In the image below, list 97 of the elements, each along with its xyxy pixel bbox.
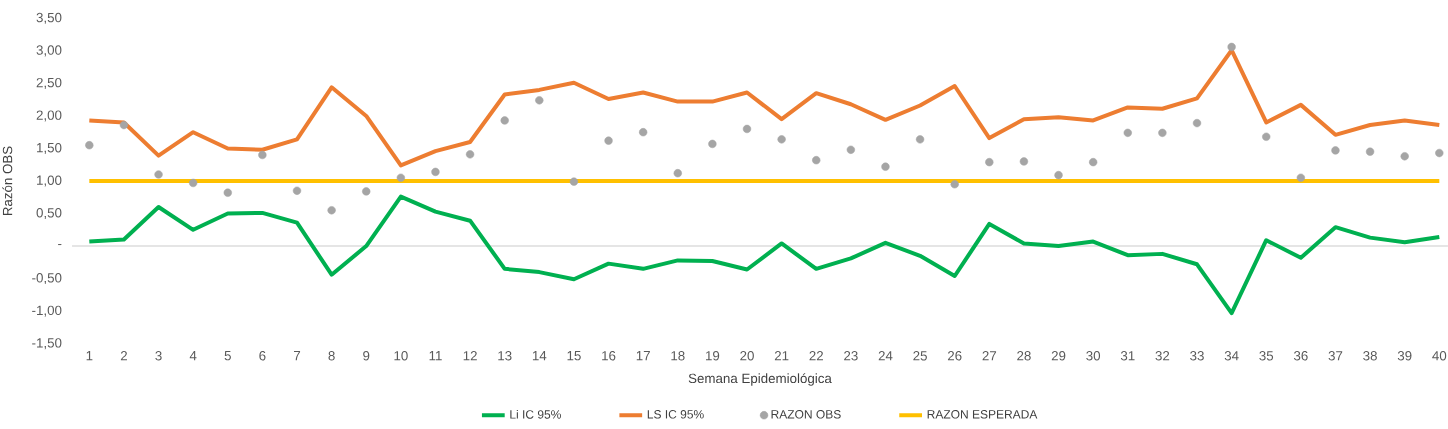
y-tick-label: 3,00 bbox=[36, 45, 62, 57]
x-tick-label: 32 bbox=[1155, 351, 1170, 361]
legend-label: LS IC 95% bbox=[647, 410, 704, 419]
x-tick-label: 23 bbox=[844, 351, 858, 361]
y-tick-label: -1,00 bbox=[32, 305, 62, 317]
x-tick-label: 18 bbox=[671, 351, 685, 361]
x-tick-label: 15 bbox=[567, 351, 581, 361]
point bbox=[1296, 173, 1305, 182]
point bbox=[189, 178, 198, 188]
y-axis-title: Razón OBS bbox=[2, 146, 13, 216]
line-series bbox=[87, 194, 1442, 316]
point bbox=[1331, 146, 1340, 155]
y-tick-label: 2,00 bbox=[36, 110, 62, 122]
y-tick-label: 3,50 bbox=[36, 12, 62, 24]
x-tick-label: 30 bbox=[1086, 351, 1101, 361]
x-tick-label: 3 bbox=[155, 351, 162, 361]
x-tick-label: 1 bbox=[86, 351, 93, 361]
point bbox=[154, 170, 163, 179]
point bbox=[639, 128, 648, 137]
point bbox=[1123, 128, 1132, 137]
x-tick-label: 25 bbox=[913, 351, 927, 361]
point bbox=[881, 162, 890, 171]
y-tick-label: 1,50 bbox=[37, 142, 62, 154]
point bbox=[708, 139, 717, 149]
x-tick-label: 8 bbox=[328, 351, 335, 361]
point bbox=[431, 167, 440, 177]
x-tick-label: 17 bbox=[636, 351, 650, 361]
x-tick-label: 2 bbox=[120, 351, 127, 361]
x-tick-label: 27 bbox=[982, 351, 997, 361]
x-tick-label: 34 bbox=[1224, 351, 1239, 361]
point bbox=[1054, 171, 1063, 180]
point bbox=[777, 135, 786, 144]
point bbox=[1089, 158, 1098, 167]
point bbox=[362, 187, 371, 196]
x-axis-title: Semana Epidemiológica bbox=[688, 373, 832, 386]
x-tick-label: 12 bbox=[463, 351, 477, 361]
x-tick-label: 10 bbox=[394, 351, 408, 361]
x-tick-label: 39 bbox=[1397, 351, 1412, 361]
x-tick-label: 38 bbox=[1363, 351, 1377, 361]
legend-label: RAZON OBS bbox=[771, 410, 841, 419]
x-tick-label: 35 bbox=[1259, 351, 1274, 361]
x-tick-label: 24 bbox=[878, 351, 893, 361]
point bbox=[742, 124, 752, 134]
point bbox=[292, 186, 302, 195]
point bbox=[465, 150, 475, 159]
point bbox=[1192, 118, 1202, 128]
point bbox=[119, 120, 129, 130]
x-tick-label: 26 bbox=[947, 351, 962, 361]
x-tick-label: 6 bbox=[259, 351, 266, 361]
x-tick-label: 14 bbox=[532, 351, 547, 361]
point bbox=[258, 150, 267, 160]
x-tick-label: 37 bbox=[1328, 351, 1343, 361]
point bbox=[604, 136, 613, 145]
point bbox=[1227, 42, 1236, 52]
legend-label: Li IC 95% bbox=[510, 409, 561, 419]
x-tick-label: 21 bbox=[774, 351, 789, 361]
x-tick-label: 5 bbox=[224, 351, 231, 361]
point bbox=[915, 135, 925, 144]
x-tick-label: 28 bbox=[1017, 351, 1031, 361]
point bbox=[535, 96, 544, 105]
y-tick-label: 1,00 bbox=[37, 175, 62, 187]
x-tick-label: 4 bbox=[189, 351, 197, 361]
point bbox=[85, 141, 94, 150]
point bbox=[500, 116, 509, 125]
x-tick-label: 9 bbox=[363, 351, 370, 361]
y-tick-label: 2,50 bbox=[36, 77, 62, 89]
x-tick-label: 36 bbox=[1293, 351, 1308, 361]
y-tick-label: - bbox=[58, 244, 62, 246]
point bbox=[223, 188, 232, 197]
point bbox=[327, 206, 336, 215]
y-tick-label: 0,50 bbox=[36, 208, 62, 220]
x-tick-label: 16 bbox=[602, 351, 616, 361]
point bbox=[1400, 152, 1409, 161]
point bbox=[812, 156, 821, 165]
x-tick-label: 20 bbox=[740, 351, 754, 361]
point bbox=[1365, 147, 1375, 156]
x-tick-label: 7 bbox=[293, 351, 301, 361]
point bbox=[1019, 157, 1029, 166]
point bbox=[985, 158, 994, 167]
point bbox=[846, 145, 855, 154]
x-tick-label: 22 bbox=[809, 351, 823, 361]
point bbox=[1262, 132, 1271, 141]
x-tick-label: 11 bbox=[429, 351, 442, 361]
point bbox=[673, 169, 682, 178]
point bbox=[950, 180, 959, 189]
x-tick-label: 31 bbox=[1120, 351, 1135, 361]
point bbox=[396, 173, 405, 182]
point bbox=[569, 177, 579, 186]
x-tick-label: 13 bbox=[498, 351, 512, 361]
x-tick-label: 40 bbox=[1432, 351, 1447, 361]
y-tick-label: -1,50 bbox=[32, 338, 62, 350]
point bbox=[1158, 128, 1167, 137]
x-tick-label: 19 bbox=[706, 351, 720, 361]
x-tick-label: 29 bbox=[1051, 351, 1066, 361]
x-tick-label: 33 bbox=[1190, 351, 1204, 361]
legend-label: RAZON ESPERADA bbox=[927, 410, 1038, 419]
y-tick-label: -0,50 bbox=[32, 273, 62, 285]
